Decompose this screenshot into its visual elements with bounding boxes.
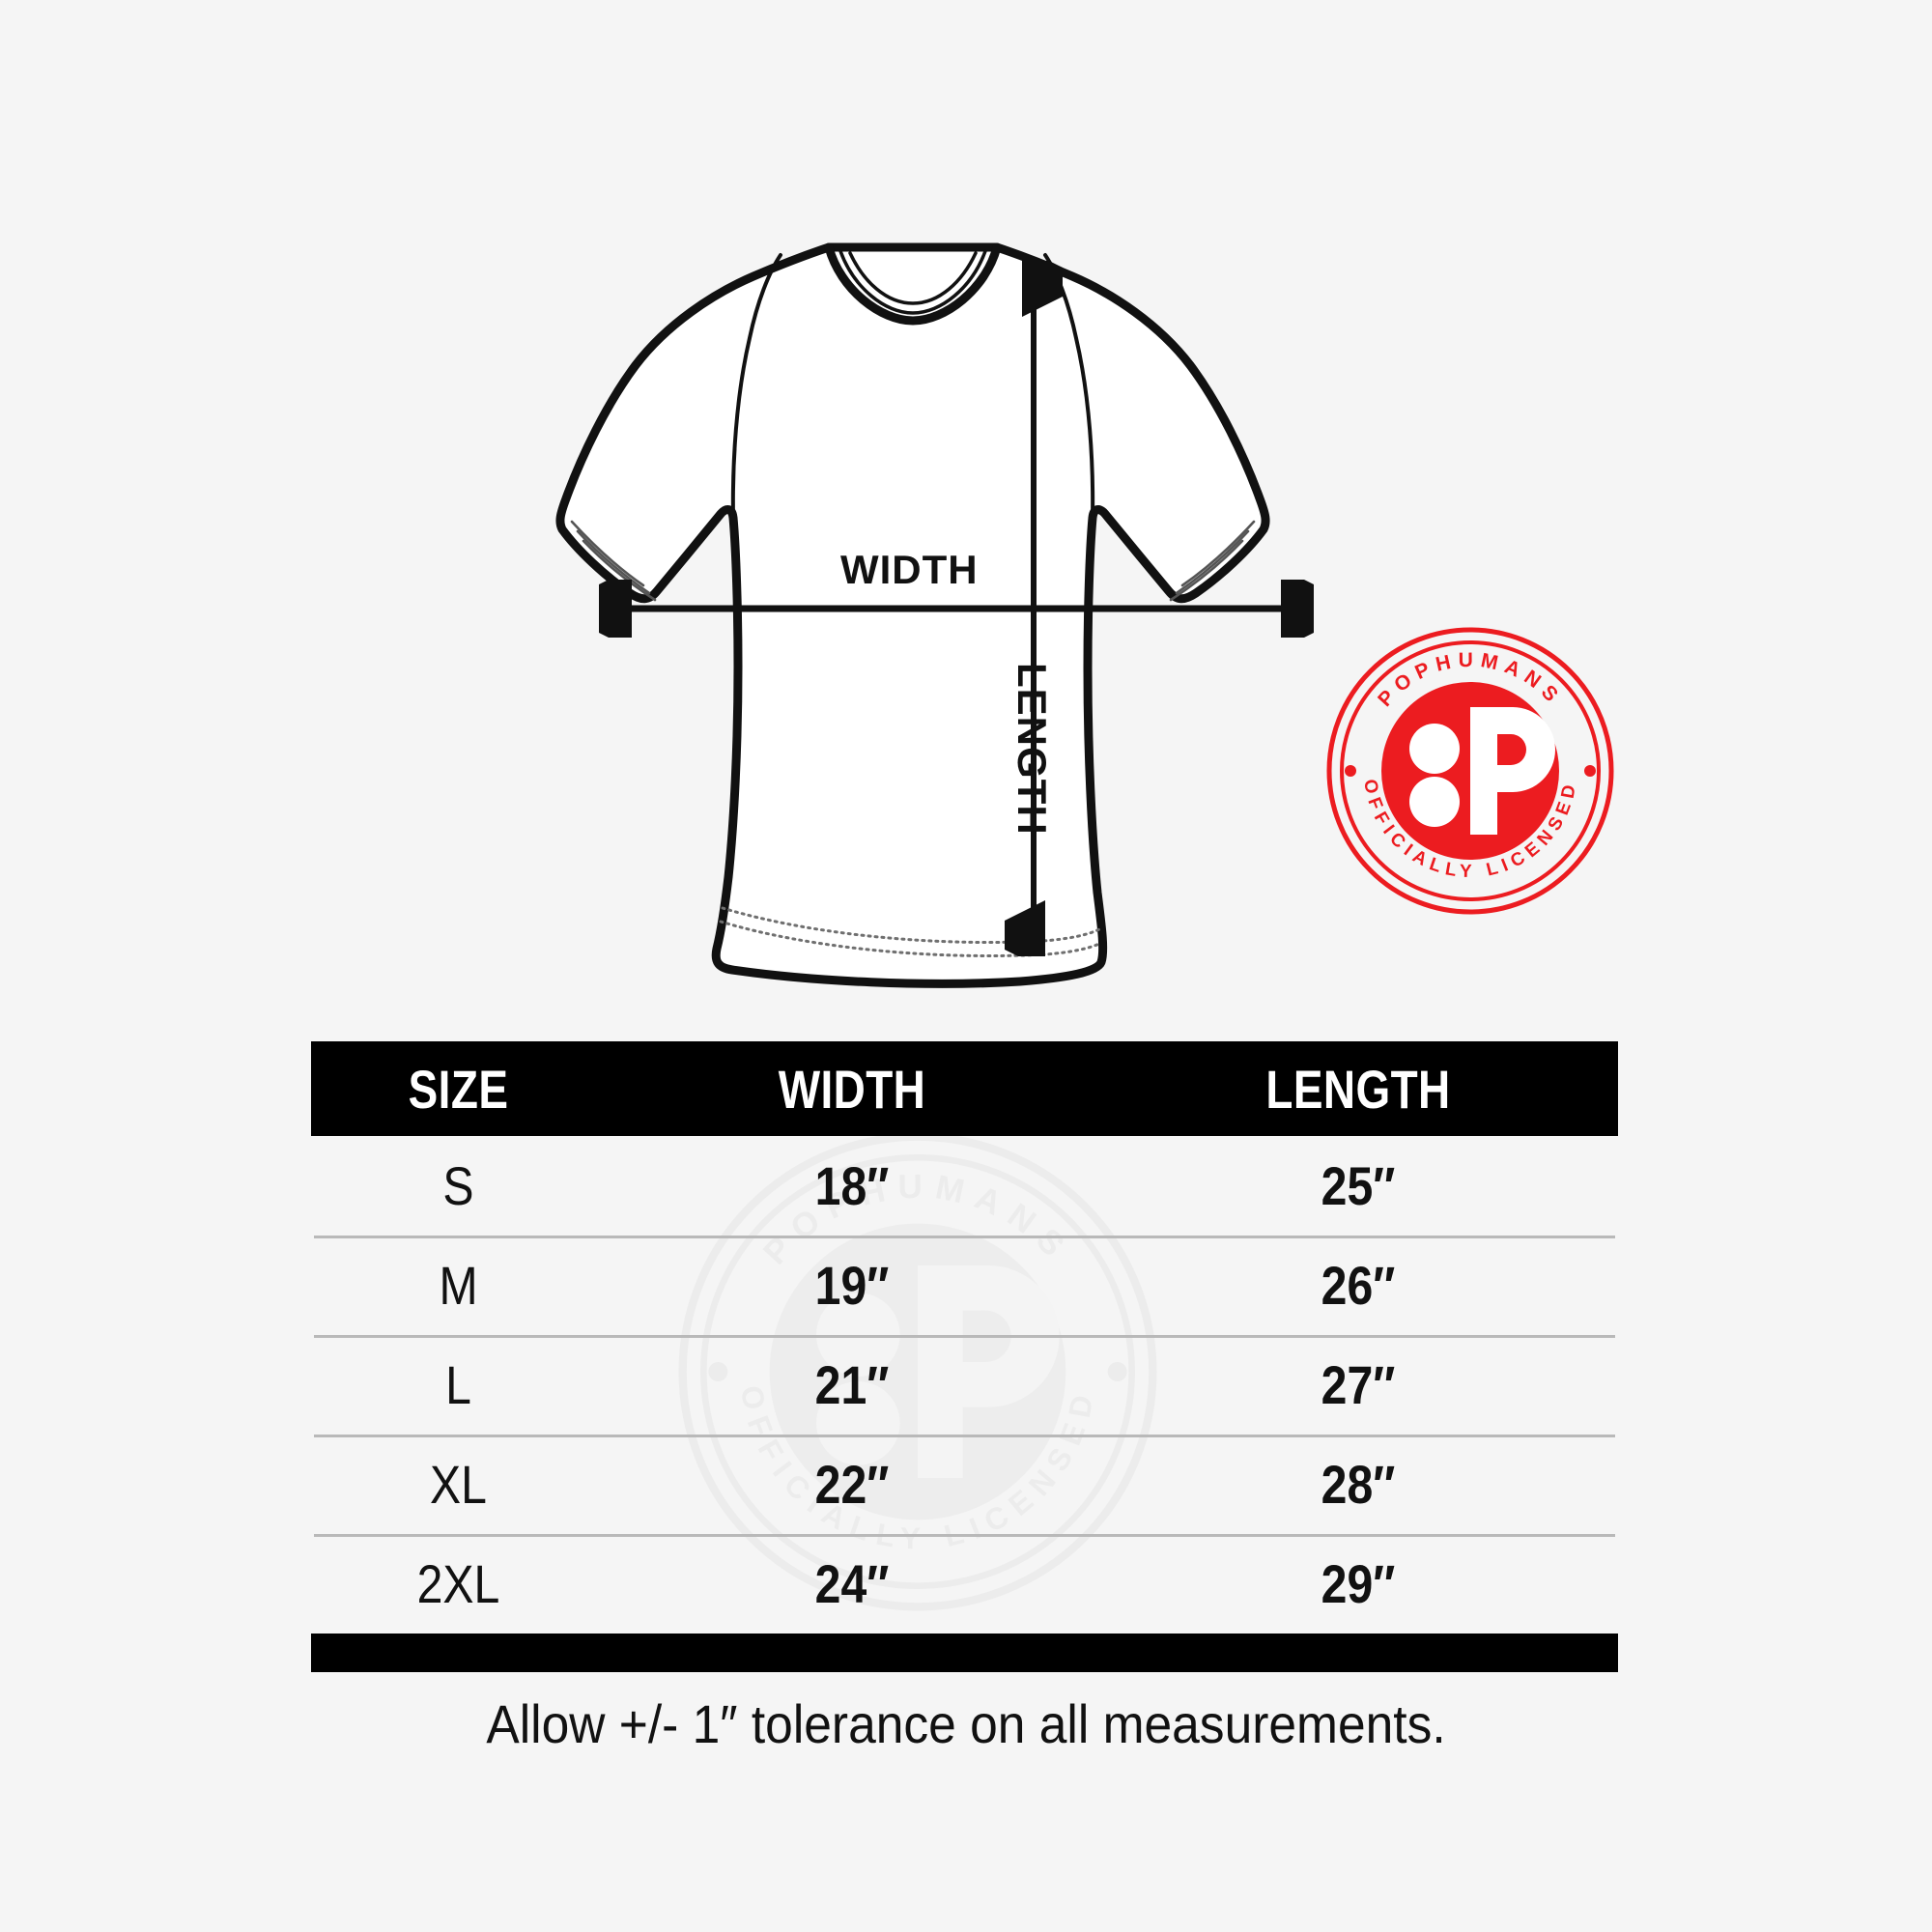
cell-length: 27″	[1321, 1354, 1396, 1415]
table-header-row: SIZE WIDTH LENGTH	[311, 1041, 1618, 1136]
cell-width: 21″	[814, 1354, 890, 1415]
cell-size: XL	[430, 1454, 487, 1515]
cell-width: 19″	[814, 1255, 890, 1316]
cell-length: 28″	[1321, 1454, 1396, 1515]
width-measure-arrow	[599, 580, 1314, 638]
cell-size: L	[445, 1354, 471, 1415]
cell-size: 2XL	[416, 1553, 500, 1614]
cell-length: 26″	[1321, 1255, 1396, 1316]
table-row: M 19″ 26″	[311, 1236, 1618, 1335]
cell-length: 29″	[1321, 1553, 1396, 1614]
cell-length: 25″	[1321, 1155, 1396, 1216]
watermark-seal: POPHUMANS OFFICIALLY LICENSED	[676, 1130, 1159, 1613]
length-measure-arrow	[1005, 261, 1063, 956]
table-row: S 18″ 25″	[311, 1136, 1618, 1236]
cell-size: S	[442, 1155, 474, 1216]
column-header-width: WIDTH	[778, 1058, 926, 1120]
cell-size: M	[439, 1255, 478, 1316]
cell-width: 22″	[814, 1454, 890, 1515]
cell-width: 24″	[814, 1553, 890, 1614]
table-footer-bar	[311, 1634, 1618, 1672]
cell-width: 18″	[814, 1155, 890, 1216]
size-chart-table: SIZE WIDTH LENGTH S 18″ 25″ M 19″ 26″ L …	[311, 1041, 1618, 1672]
length-label: LENGTH	[1009, 663, 1055, 836]
column-header-length: LENGTH	[1265, 1058, 1451, 1120]
table-row: 2XL 24″ 29″	[311, 1534, 1618, 1634]
column-header-size: SIZE	[408, 1058, 509, 1120]
officially-licensed-badge: POPHUMANS OFFICIALLY LICENSED	[1325, 626, 1615, 916]
width-label: WIDTH	[840, 547, 979, 592]
table-row: XL 22″ 28″	[311, 1435, 1618, 1534]
table-row: L 21″ 27″	[311, 1335, 1618, 1435]
tolerance-note: Allow +/- 1″ tolerance on all measuremen…	[486, 1693, 1446, 1754]
